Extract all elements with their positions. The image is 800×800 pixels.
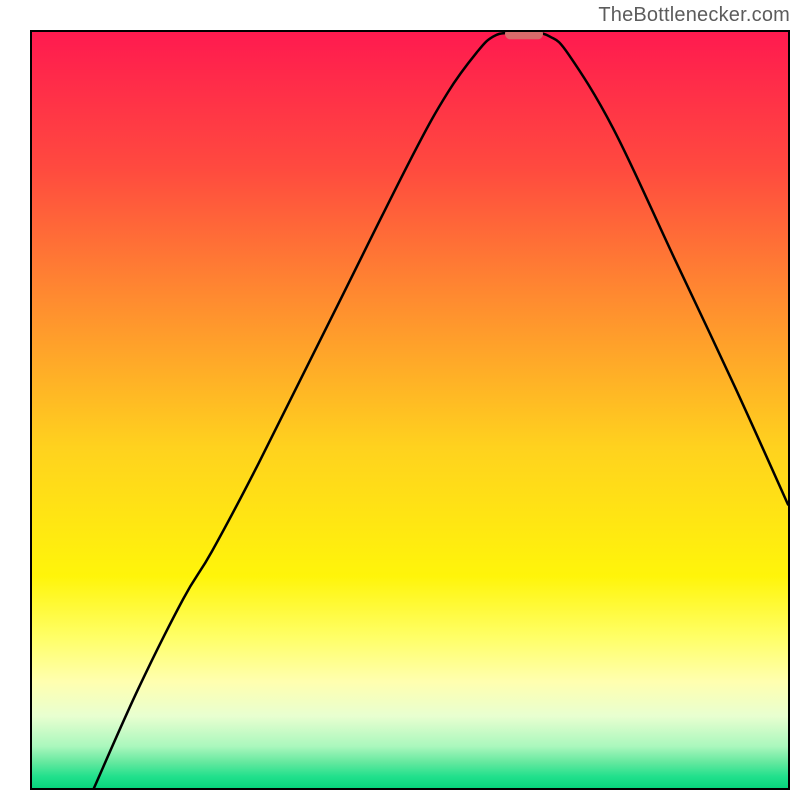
attribution-text: TheBottlenecker.com <box>598 4 790 27</box>
curve-path <box>94 32 788 788</box>
bottleneck-chart <box>30 30 790 790</box>
optimal-point-marker <box>505 30 543 39</box>
bottleneck-curve <box>32 32 788 788</box>
